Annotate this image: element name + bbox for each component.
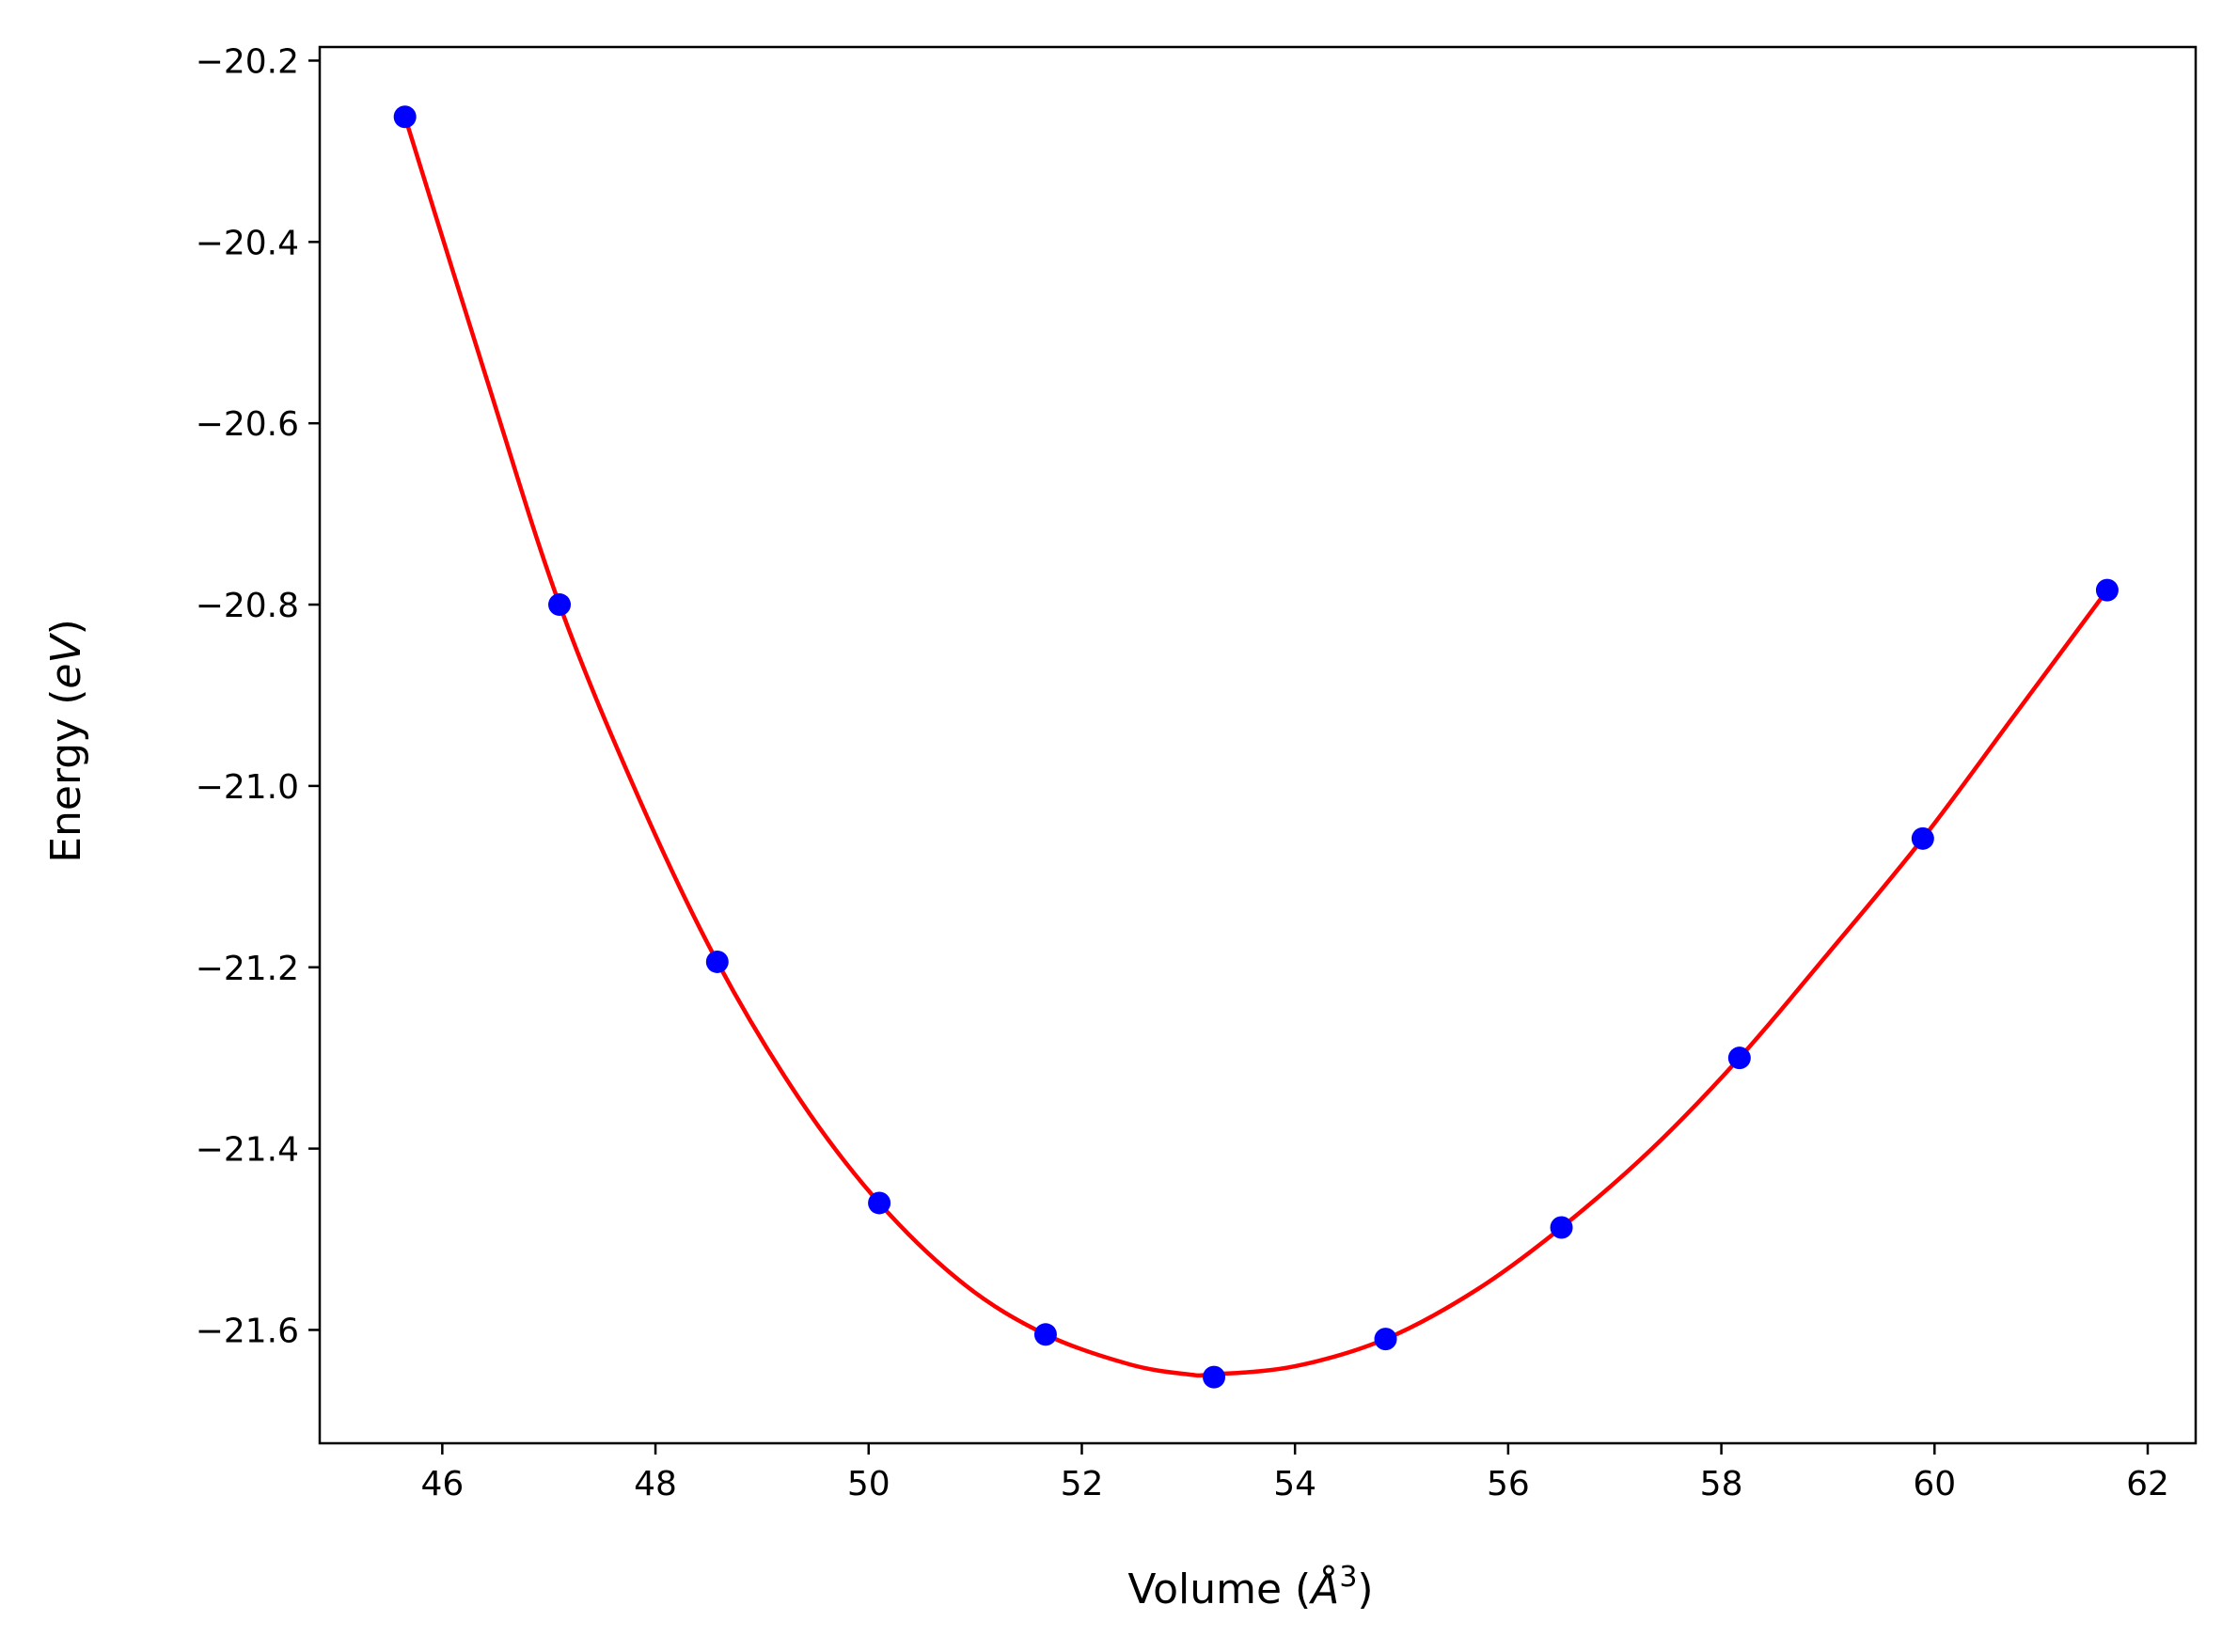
data-point [1033,1323,1057,1346]
x-tick-label: 56 [1487,1465,1530,1503]
x-tick-label: 50 [847,1465,890,1503]
y-tick-label: −21.2 [196,950,299,988]
x-tick-label: 52 [1061,1465,1104,1503]
y-tick-label: −20.2 [196,42,299,81]
y-tick-label: −21.0 [196,768,299,807]
data-point [1550,1216,1573,1239]
y-tick-label: −20.8 [196,587,299,625]
data-point [1374,1328,1397,1351]
data-point [548,593,572,617]
data-point [1911,826,1934,850]
x-tick-label: 58 [1700,1465,1743,1503]
y-tick-label: −21.6 [196,1312,299,1350]
data-point [705,950,729,973]
x-tick-label: 60 [1913,1465,1956,1503]
axes-frame [318,45,2198,1445]
y-axis-label: Energy (eV) [42,619,90,863]
data-point [1727,1046,1751,1070]
x-tick-label: 54 [1273,1465,1316,1503]
x-tick-label: 48 [634,1465,677,1503]
data-point [868,1191,891,1215]
x-axis-label: Volume (Å3) [1127,1561,1373,1613]
axes-layer: 46 48 50 52 54 56 58 60 62 −20.2 −20.4 −20.6 −20.8 −2… [196,42,2198,1503]
y-tick-label: −21.4 [196,1131,299,1170]
x-tick-label: 46 [420,1465,464,1503]
data-point [2095,578,2119,602]
y-tick-label: −20.6 [196,405,299,444]
data-point [393,105,417,129]
data-point [1203,1365,1226,1389]
plot-layer [393,105,2119,1389]
y-tick-label: −20.4 [196,224,299,262]
x-tick-label: 62 [2126,1465,2169,1503]
fit-curve-line [402,115,2110,1378]
